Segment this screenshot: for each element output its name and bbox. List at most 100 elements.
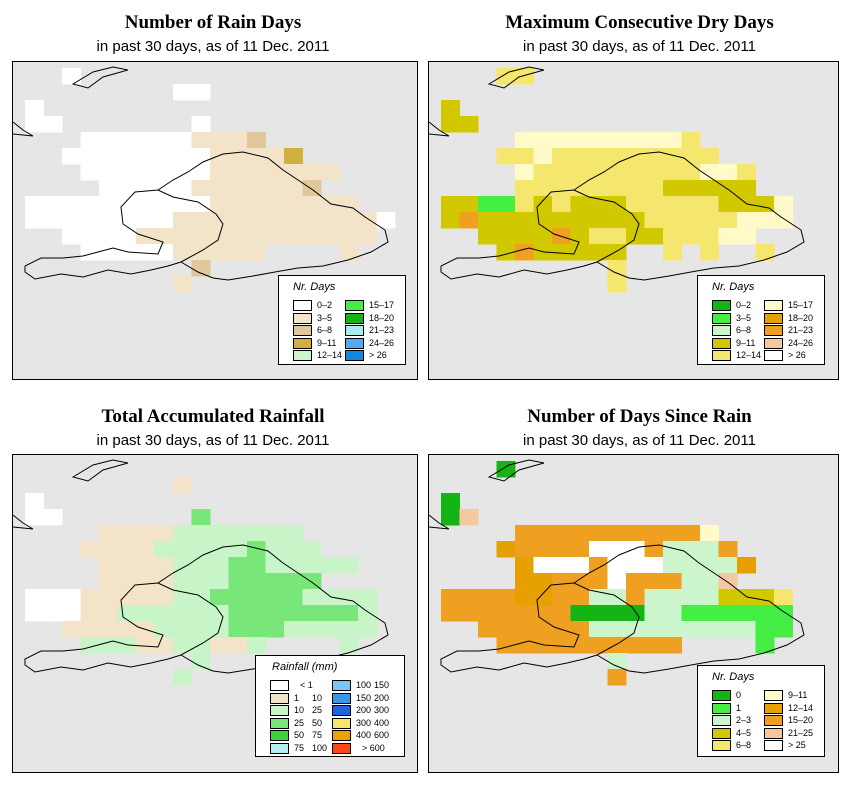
grid-cell <box>210 541 229 558</box>
grid-cell <box>173 573 192 590</box>
grid-cell <box>80 637 100 654</box>
grid-cell <box>154 148 174 165</box>
grid-cell <box>774 589 793 606</box>
grid-cell <box>663 212 682 229</box>
legend-item: 10 25 <box>270 705 332 716</box>
grid-cell <box>117 541 137 558</box>
grid-cell <box>228 589 248 606</box>
grid-cell <box>136 212 155 229</box>
legend-item: 6–8 <box>712 325 764 336</box>
grid-cell <box>441 100 460 117</box>
grid-cell <box>515 244 534 261</box>
hispaniola-coastline <box>440 544 805 674</box>
legend-label: 18–20 <box>788 312 814 323</box>
grid-cell <box>700 212 719 229</box>
island-west <box>13 121 34 137</box>
island-west <box>429 514 450 530</box>
legend-label: 6–8 <box>736 740 752 750</box>
grid-cell <box>339 637 359 654</box>
island-north <box>487 66 545 89</box>
legend-label-low: 400 <box>356 730 372 740</box>
grid-cell <box>80 212 100 229</box>
grid-cell <box>173 525 192 542</box>
grid-cell <box>99 180 118 197</box>
grid-cell <box>681 557 701 574</box>
grid-cell <box>43 605 63 622</box>
grid-cell <box>99 525 118 542</box>
grid-cell <box>589 148 608 165</box>
grid-cell <box>62 196 81 213</box>
grid-cell <box>552 605 571 622</box>
hispaniola-coastline <box>24 151 389 281</box>
legend-label-high: 100 <box>312 742 328 753</box>
grid-cell <box>136 525 155 542</box>
grid-cell <box>247 164 266 181</box>
grid-cell <box>191 509 211 526</box>
grid-cell <box>718 605 738 622</box>
grid-cell <box>533 589 553 606</box>
grid-cell <box>607 653 627 670</box>
grid-cell <box>496 589 516 606</box>
grid-cell <box>644 148 664 165</box>
grid-cell <box>302 541 322 558</box>
grid-cell <box>43 196 63 213</box>
grid-cell <box>247 525 266 542</box>
legend-swatch <box>332 705 351 716</box>
grid-cell <box>154 212 174 229</box>
grid-cell <box>441 493 460 510</box>
grid-cell <box>284 589 303 606</box>
grid-cell <box>99 637 118 654</box>
grid-cell <box>459 509 479 526</box>
legend-label: 21–23 <box>788 325 814 335</box>
legend-label: 21–23 <box>369 325 395 335</box>
legend-label: 3–5 <box>317 312 333 323</box>
legend-swatch <box>270 692 289 704</box>
grid-cell <box>515 573 534 590</box>
legend-swatch <box>270 717 289 729</box>
panel-subtitle: in past 30 days, as of 11 Dec. 2011 <box>523 432 756 449</box>
grid-cell <box>339 557 359 574</box>
grid-cell <box>247 148 266 165</box>
grid-cell <box>173 541 192 558</box>
grid-cell <box>533 605 553 622</box>
legend-label-high: 10 <box>312 692 323 703</box>
grid-cell <box>737 557 756 574</box>
grid-cell <box>700 164 719 181</box>
legend-label-low: 25 <box>294 717 305 728</box>
grid-cell <box>533 132 553 149</box>
grid-cell <box>136 196 155 213</box>
grid-cell <box>478 228 497 245</box>
legend-label: 1 <box>736 702 742 713</box>
grid-cell <box>607 180 627 197</box>
grid-cell <box>339 244 359 261</box>
grid-cell <box>681 196 701 213</box>
grid-cell <box>173 477 192 494</box>
grid-cell <box>247 228 266 245</box>
grid-cell <box>191 621 211 638</box>
grid-cell <box>496 228 516 245</box>
grid-cell <box>589 180 608 197</box>
grid-cell <box>459 589 479 606</box>
grid-cell <box>99 541 118 558</box>
grid-cell <box>173 212 192 229</box>
legend-swatch <box>332 717 351 729</box>
grid-cell <box>228 132 248 149</box>
grid-cell <box>265 621 285 638</box>
legend-item: 15–20 <box>764 715 816 726</box>
grid-cell <box>570 557 590 574</box>
legend-rainfall: Rainfall (mm) < 1 1 10 10 25 25 50 50 75 75 100 100… <box>255 655 405 757</box>
grid-cell <box>552 196 571 213</box>
legend-swatch <box>345 300 364 311</box>
grid-cell <box>607 212 627 229</box>
grid-cell <box>644 228 664 245</box>
legend-item: 25 50 <box>270 717 332 729</box>
panel-rainfall: Total Accumulated Rainfall in past 30 da… <box>0 396 426 793</box>
legend-label-low: 200 <box>356 705 372 715</box>
legend-swatch <box>293 312 312 324</box>
grid-cell <box>533 180 553 197</box>
grid-cell <box>718 557 738 574</box>
grid-cell <box>626 589 645 606</box>
legend-item: 100 150 <box>332 680 394 691</box>
grid-cell <box>552 180 571 197</box>
grid-cell <box>737 228 756 245</box>
